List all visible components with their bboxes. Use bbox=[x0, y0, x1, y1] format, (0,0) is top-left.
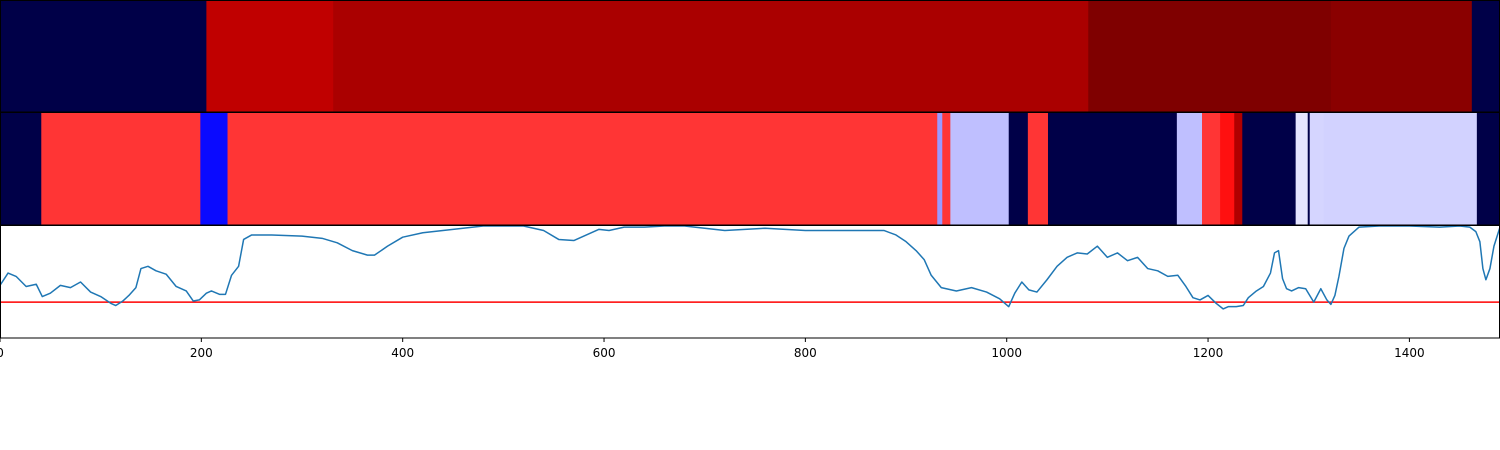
line-panel-background bbox=[0, 226, 1500, 338]
x-axis: 0 200 400 600 800 1000 1200 1400 bbox=[0, 338, 1425, 360]
x-tick-label-5: 1000 bbox=[991, 346, 1022, 360]
strip-mid-segment-18 bbox=[1323, 113, 1478, 225]
strip-mid-segment-6 bbox=[950, 113, 1010, 225]
strip-mid-segment-11 bbox=[1202, 113, 1221, 225]
strip-top-segment-0 bbox=[0, 1, 207, 112]
x-tick-label-4: 800 bbox=[794, 346, 817, 360]
x-tick-label-2: 400 bbox=[391, 346, 414, 360]
line-layer bbox=[0, 225, 1500, 310]
strip-top-segment-4 bbox=[1330, 1, 1473, 112]
strip-top-segment-2 bbox=[333, 1, 1089, 112]
strip-mid-segment-16 bbox=[1307, 113, 1311, 225]
top-state-strip bbox=[0, 1, 1500, 112]
strip-mid-segment-13 bbox=[1234, 113, 1243, 225]
strip-mid-segment-15 bbox=[1295, 113, 1309, 225]
strip-mid-segment-10 bbox=[1176, 113, 1203, 225]
middle-state-strip bbox=[0, 113, 1500, 225]
line-panel bbox=[0, 225, 1500, 338]
strip-mid-segment-4 bbox=[937, 113, 943, 225]
strip-mid-segment-8 bbox=[1027, 113, 1049, 225]
x-tick-label-6: 1200 bbox=[1193, 346, 1224, 360]
strip-top-segment-3 bbox=[1088, 1, 1332, 112]
strip-mid-segment-12 bbox=[1220, 113, 1235, 225]
x-tick-label-7: 1400 bbox=[1394, 346, 1425, 360]
strip-mid-segment-19 bbox=[1476, 113, 1500, 225]
series-line-0 bbox=[0, 225, 1500, 310]
strip-mid-segment-7 bbox=[1008, 113, 1029, 225]
x-tick-label-3: 600 bbox=[593, 346, 616, 360]
strip-mid-segment-1 bbox=[41, 113, 201, 225]
strip-mid-segment-9 bbox=[1047, 113, 1178, 225]
strip-mid-segment-0 bbox=[0, 113, 42, 225]
strip-mid-segment-14 bbox=[1242, 113, 1297, 225]
strip-mid-segment-5 bbox=[942, 113, 951, 225]
x-tick-label-1: 200 bbox=[190, 346, 213, 360]
strip-top-segment-5 bbox=[1471, 1, 1500, 112]
x-tick-label-0: 0 bbox=[0, 346, 4, 360]
strip-mid-segment-17 bbox=[1309, 113, 1325, 225]
strip-mid-segment-2 bbox=[200, 113, 229, 225]
strip-top-segment-1 bbox=[206, 1, 334, 112]
strip-mid-segment-3 bbox=[227, 113, 938, 225]
